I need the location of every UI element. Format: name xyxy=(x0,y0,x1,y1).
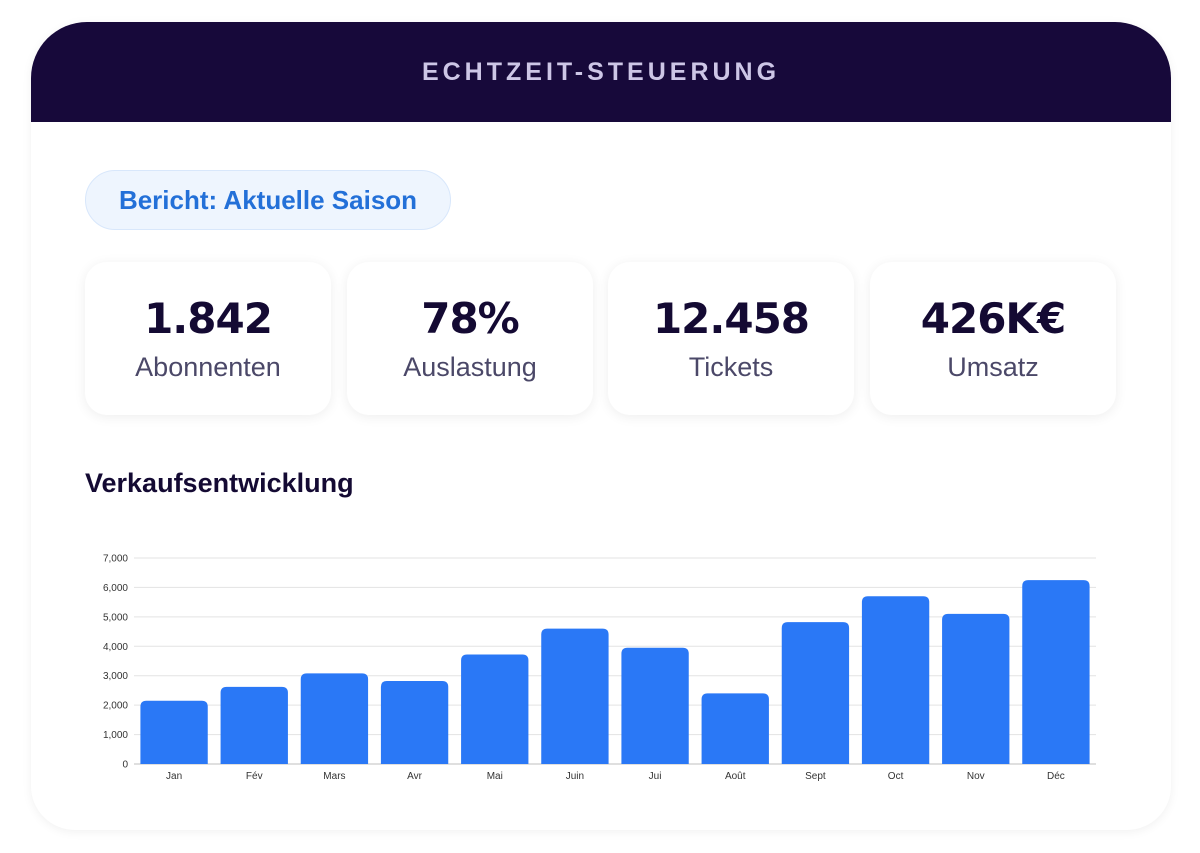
dashboard-card: ECHTZEIT-STEUERUNG Bericht: Aktuelle Sai… xyxy=(31,22,1171,830)
bar-Fév[interactable] xyxy=(220,686,288,764)
stat-value: 1.842 xyxy=(144,294,273,343)
stat-card-tickets: 12.458 Tickets xyxy=(608,262,854,415)
x-tick-label: Jan xyxy=(166,771,182,782)
bar-Août[interactable] xyxy=(701,693,769,764)
bar-Mai[interactable] xyxy=(461,654,529,764)
x-tick-label: Jui xyxy=(649,771,662,782)
stat-value: 426K€ xyxy=(920,294,1066,343)
y-tick-label: 0 xyxy=(122,760,128,771)
bar-Juin[interactable] xyxy=(541,628,609,764)
y-tick-label: 5,000 xyxy=(103,612,128,623)
bar-Avr[interactable] xyxy=(380,681,449,764)
stat-card-occupancy: 78% Auslastung xyxy=(347,262,593,415)
y-tick-label: 4,000 xyxy=(103,642,128,653)
y-tick-label: 6,000 xyxy=(103,583,128,594)
x-tick-label: Mai xyxy=(487,771,503,782)
x-tick-label: Avr xyxy=(407,771,422,782)
stat-label: Auslastung xyxy=(403,352,537,382)
bar-Déc[interactable] xyxy=(1022,580,1090,764)
stat-value: 78% xyxy=(421,294,520,343)
stat-value: 12.458 xyxy=(652,294,810,343)
bar-Oct[interactable] xyxy=(861,596,930,764)
stat-label: Abonnenten xyxy=(135,352,281,382)
section-title: Verkaufsentwicklung xyxy=(85,468,354,498)
x-tick-label: Oct xyxy=(888,771,904,782)
header-title: ECHTZEIT-STEUERUNG xyxy=(421,57,781,86)
bar-Sept[interactable] xyxy=(781,622,850,764)
x-tick-label: Sept xyxy=(805,771,826,782)
x-tick-label: Fév xyxy=(246,771,263,782)
stat-label: Umsatz xyxy=(947,352,1039,382)
report-filter-pill[interactable]: Bericht: Aktuelle Saison xyxy=(85,170,451,230)
stat-card-subscribers: 1.842 Abonnenten xyxy=(85,262,331,415)
x-tick-label: Mars xyxy=(323,771,345,782)
bar-Nov[interactable] xyxy=(942,613,1010,764)
x-tick-label: Juin xyxy=(566,771,584,782)
report-filter-label: Bericht: Aktuelle Saison xyxy=(118,184,418,215)
y-tick-label: 7,000 xyxy=(103,554,128,565)
x-tick-label: Déc xyxy=(1047,771,1065,782)
y-tick-label: 1,000 xyxy=(103,730,128,741)
x-tick-label: Août xyxy=(725,771,746,782)
bar-Jui[interactable] xyxy=(621,647,689,764)
sales-bar-chart: 0 1,000 2,000 3,000 4,000 5,000 6,000 7,000 Jan F… xyxy=(103,554,1096,782)
y-tick-label: 3,000 xyxy=(103,671,128,682)
y-tick-label: 2,000 xyxy=(103,701,128,712)
stat-card-revenue: 426K€ Umsatz xyxy=(870,262,1116,415)
x-tick-label: Nov xyxy=(967,771,985,782)
header-bar: ECHTZEIT-STEUERUNG xyxy=(31,22,1171,122)
stat-label: Tickets xyxy=(688,352,774,382)
bar-Jan[interactable] xyxy=(140,700,208,764)
bar-Mars[interactable] xyxy=(300,673,369,764)
